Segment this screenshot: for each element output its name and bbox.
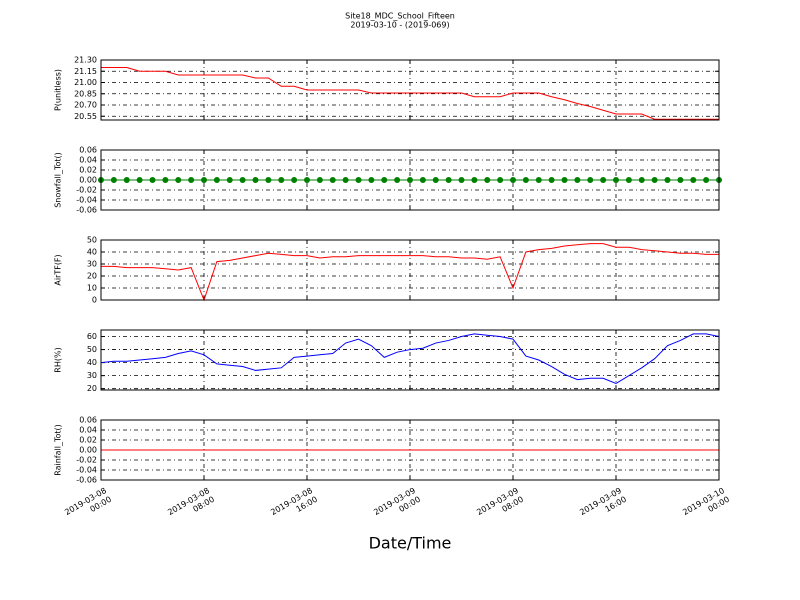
y-tick-label: 21.00 bbox=[74, 78, 97, 87]
x-axis-label: Date/Time bbox=[369, 534, 452, 553]
data-point bbox=[123, 177, 130, 183]
y-axis-label: AirTF(F) bbox=[54, 254, 63, 285]
y-tick-label: 20.55 bbox=[74, 112, 97, 121]
plot-frame bbox=[100, 59, 720, 121]
data-point bbox=[471, 177, 478, 183]
y-tick-label: 20 bbox=[87, 272, 97, 281]
data-point bbox=[278, 177, 285, 183]
data-point bbox=[445, 177, 452, 183]
data-point bbox=[497, 177, 504, 183]
data-point bbox=[432, 177, 439, 183]
y-tick-label: 0.06 bbox=[79, 416, 97, 425]
data-point bbox=[561, 177, 568, 183]
data-point bbox=[651, 177, 658, 183]
data-point bbox=[677, 177, 684, 183]
data-point bbox=[522, 177, 529, 183]
y-tick-label: 20.70 bbox=[74, 101, 97, 110]
data-point bbox=[175, 177, 182, 183]
y-tick-label: 0 bbox=[92, 296, 97, 305]
data-point bbox=[484, 177, 491, 183]
data-point bbox=[329, 177, 336, 183]
chart-subtitle: 2019-03-10 - (2019-069) bbox=[350, 21, 449, 30]
y-tick-label: 30 bbox=[87, 260, 97, 269]
y-tick-label: 0.00 bbox=[79, 176, 97, 185]
data-point bbox=[110, 177, 117, 183]
data-point bbox=[664, 177, 671, 183]
y-tick-label: 0.06 bbox=[79, 146, 97, 155]
data-point bbox=[535, 177, 542, 183]
data-line bbox=[101, 67, 719, 120]
data-line bbox=[100, 333, 720, 385]
data-point bbox=[213, 177, 220, 183]
y-tick-label: -0.02 bbox=[76, 186, 97, 195]
y-tick-label: 0.02 bbox=[79, 436, 97, 445]
data-point bbox=[625, 177, 632, 183]
y-axis-label: P(unitless) bbox=[54, 69, 63, 111]
plot-frame bbox=[100, 149, 720, 211]
data-point bbox=[136, 177, 143, 183]
data-point bbox=[304, 177, 310, 183]
data-point bbox=[188, 177, 195, 183]
y-tick-label: 0.04 bbox=[79, 426, 97, 435]
data-point bbox=[291, 177, 298, 183]
data-point bbox=[316, 177, 323, 183]
y-tick-label: 0.00 bbox=[79, 446, 97, 455]
y-tick-label: 0.04 bbox=[79, 156, 97, 165]
data-point bbox=[600, 177, 607, 183]
data-point bbox=[703, 177, 710, 183]
data-point bbox=[368, 177, 375, 183]
data-point bbox=[265, 177, 272, 183]
y-tick-label: 50 bbox=[87, 236, 97, 245]
data-point bbox=[419, 177, 426, 183]
plot-frame bbox=[100, 239, 720, 301]
y-tick-label: -0.02 bbox=[76, 456, 97, 465]
y-tick-label: -0.06 bbox=[76, 206, 97, 215]
data-point bbox=[381, 177, 388, 183]
y-tick-label: 60 bbox=[87, 332, 97, 341]
data-point bbox=[548, 177, 555, 183]
data-point bbox=[252, 177, 259, 183]
y-tick-label: 20.85 bbox=[74, 89, 97, 98]
y-tick-label: 30 bbox=[87, 371, 97, 380]
data-point bbox=[162, 177, 169, 183]
y-axis-label: RH(%) bbox=[54, 347, 63, 372]
y-tick-label: 21.30 bbox=[74, 56, 97, 65]
data-point bbox=[201, 177, 207, 183]
y-tick-label: 21.15 bbox=[74, 67, 97, 76]
y-tick-label: 40 bbox=[87, 358, 97, 367]
y-tick-label: 20 bbox=[87, 384, 97, 393]
data-point bbox=[407, 177, 413, 183]
y-tick-label: 50 bbox=[87, 345, 97, 354]
data-point bbox=[394, 177, 401, 183]
data-point bbox=[587, 177, 594, 183]
chart-title: Site18_MDC_School_Fifteen bbox=[345, 12, 455, 21]
data-point bbox=[510, 177, 516, 183]
y-tick-label: -0.04 bbox=[76, 466, 97, 475]
data-point bbox=[638, 177, 645, 183]
data-point bbox=[239, 177, 246, 183]
y-tick-label: -0.06 bbox=[76, 476, 97, 485]
data-point bbox=[149, 177, 156, 183]
data-point bbox=[690, 177, 697, 183]
data-point bbox=[342, 177, 349, 183]
y-tick-label: 0.02 bbox=[79, 166, 97, 175]
y-tick-label: 10 bbox=[87, 284, 97, 293]
data-point bbox=[613, 177, 619, 183]
data-point bbox=[574, 177, 581, 183]
data-point bbox=[458, 177, 465, 183]
data-point bbox=[355, 177, 362, 183]
y-tick-label: 40 bbox=[87, 248, 97, 257]
y-axis-label: Rainfall_Tot() bbox=[54, 424, 63, 476]
data-point bbox=[226, 177, 233, 183]
y-axis-label: Snowfall_Tot() bbox=[54, 152, 63, 208]
y-tick-label: -0.04 bbox=[76, 196, 97, 205]
plot-frame bbox=[100, 329, 720, 391]
plot-frame bbox=[100, 419, 720, 481]
